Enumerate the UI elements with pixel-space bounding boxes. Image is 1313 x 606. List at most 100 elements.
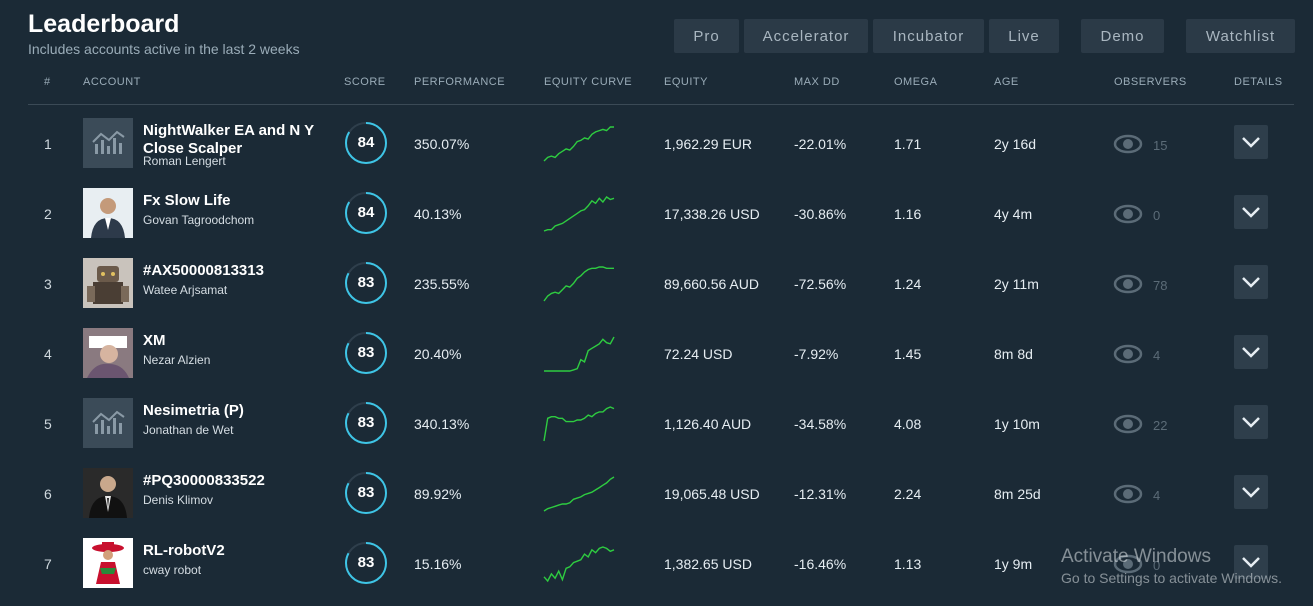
col-max-dd[interactable]: MAX DD: [794, 76, 840, 88]
observer-count: 4: [1153, 488, 1161, 503]
equity-curve-chart: [543, 196, 615, 232]
tab-demo[interactable]: Demo: [1081, 19, 1164, 53]
equity-curve-line: [543, 196, 615, 232]
details-expand-button[interactable]: [1234, 475, 1268, 509]
tab-watchlist[interactable]: Watchlist: [1186, 19, 1295, 53]
account-avatar[interactable]: [83, 188, 133, 238]
score-value: 84: [357, 204, 375, 221]
table-header: # ACCOUNT SCORE PERFORMANCE EQUITY CURVE…: [28, 66, 1294, 105]
col-observers[interactable]: OBSERVERS: [1114, 76, 1187, 88]
watermark-subtitle: Go to Settings to activate Windows.: [1061, 570, 1282, 586]
eye-icon[interactable]: [1113, 204, 1143, 229]
equity-curve-chart: [543, 546, 615, 583]
equity-value: 1,962.29 EUR: [664, 136, 752, 152]
observers[interactable]: 22: [1113, 414, 1173, 434]
observers[interactable]: 0: [1113, 554, 1173, 574]
omega-value: 2.24: [894, 486, 922, 502]
equity-curve-line: [543, 126, 614, 162]
observers[interactable]: 78: [1113, 274, 1173, 294]
account-name[interactable]: Nesimetria (P): [143, 402, 244, 419]
account-owner[interactable]: Denis Klimov: [143, 493, 214, 507]
account-name[interactable]: Fx Slow Life: [143, 192, 231, 209]
age-value: 8m 25d: [994, 486, 1041, 502]
details-expand-button[interactable]: [1234, 265, 1268, 299]
eye-icon[interactable]: [1113, 484, 1143, 509]
table-row[interactable]: 5 Nesimetria (P) Jonathan de Wet 83 340.13% 1…: [28, 389, 1294, 459]
row-rank: 7: [44, 556, 52, 572]
account-name[interactable]: NightWalker EA and N Y Close Scalper: [143, 122, 314, 157]
equity-curve-line: [543, 266, 614, 302]
account-avatar[interactable]: [83, 468, 133, 518]
observers[interactable]: 4: [1113, 484, 1173, 504]
table-row[interactable]: 7 RL-robotV2 cway robot 83 15.16% 1,382.65 US…: [28, 529, 1294, 599]
table-row[interactable]: 4 XM Nezar Alzien 83 20.40% 72.24 USD -7.92% 1.…: [28, 319, 1294, 389]
equity-curve-chart: [544, 336, 615, 372]
eye-icon[interactable]: [1113, 554, 1143, 579]
account-owner[interactable]: Nezar Alzien: [143, 353, 211, 367]
observers[interactable]: 4: [1113, 344, 1173, 364]
chevron-down-icon: [1241, 136, 1261, 148]
details-expand-button[interactable]: [1234, 545, 1268, 579]
equity-value: 1,126.40 AUD: [664, 416, 752, 432]
tab-live[interactable]: Live: [989, 19, 1059, 53]
score-ring-progress: [345, 262, 387, 304]
observer-count: 78: [1153, 278, 1168, 293]
score-badge: 84: [344, 191, 388, 235]
col-omega[interactable]: OMEGA: [894, 76, 938, 88]
account-owner[interactable]: Roman Lengert: [143, 154, 226, 168]
observers[interactable]: 15: [1113, 134, 1173, 154]
col-performance[interactable]: PERFORMANCE: [414, 76, 506, 88]
account-owner[interactable]: Watee Arjsamat: [143, 283, 228, 297]
omega-value: 1.16: [894, 206, 922, 222]
table-row[interactable]: 3 #AX50000813313 Watee Arjsamat 83 235.55% 89…: [28, 249, 1294, 319]
details-expand-button[interactable]: [1234, 125, 1268, 159]
table-row[interactable]: 1 NightWalker EA and N Y Close Scalper Rom…: [28, 109, 1294, 179]
col-age[interactable]: AGE: [994, 76, 1019, 88]
account-avatar[interactable]: [83, 538, 133, 588]
eye-icon[interactable]: [1113, 274, 1143, 299]
omega-value: 1.71: [894, 136, 922, 152]
eye-icon[interactable]: [1113, 414, 1143, 439]
score-ring-progress: [345, 192, 387, 234]
tab-incubator[interactable]: Incubator: [873, 19, 984, 53]
equity-curve-line: [544, 336, 615, 372]
account-owner[interactable]: Jonathan de Wet: [143, 423, 234, 437]
equity-curve-line: [543, 476, 615, 512]
account-name[interactable]: #PQ30000833522: [143, 472, 265, 489]
col-account[interactable]: ACCOUNT: [83, 76, 141, 88]
details-expand-button[interactable]: [1234, 335, 1268, 369]
score-value: 83: [357, 344, 375, 361]
account-name[interactable]: #AX50000813313: [143, 262, 264, 279]
equity-value: 89,660.56 AUD: [664, 276, 759, 292]
eye-icon[interactable]: [1113, 344, 1143, 369]
age-value: 1y 10m: [994, 416, 1040, 432]
account-owner[interactable]: cway robot: [143, 563, 202, 577]
score-value: 83: [357, 414, 375, 431]
equity-curve: [543, 473, 615, 513]
details-expand-button[interactable]: [1234, 405, 1268, 439]
chevron-down-icon: [1241, 206, 1261, 218]
tab-accelerator[interactable]: Accelerator: [744, 19, 868, 53]
tab-pro[interactable]: Pro: [674, 19, 739, 53]
eye-icon[interactable]: [1113, 134, 1143, 159]
table-row[interactable]: 2 Fx Slow Life Govan Tagroodchom 84 40.13% 17…: [28, 179, 1294, 249]
score-badge: 83: [344, 331, 388, 375]
account-avatar[interactable]: [83, 398, 133, 448]
col-score[interactable]: SCORE: [344, 76, 386, 88]
account-avatar[interactable]: [83, 328, 133, 378]
account-name[interactable]: RL-robotV2: [143, 542, 225, 559]
account-owner[interactable]: Govan Tagroodchom: [143, 213, 255, 227]
table-row[interactable]: 6 #PQ30000833522 Denis Klimov 83 89.92% 19,06…: [28, 459, 1294, 529]
col-equity[interactable]: EQUITY: [664, 76, 708, 88]
account-avatar[interactable]: [83, 258, 133, 308]
score-badge: 83: [344, 261, 388, 305]
age-value: 1y 9m: [994, 556, 1033, 572]
observers[interactable]: 0: [1113, 204, 1173, 224]
observer-count: 22: [1153, 418, 1168, 433]
account-name[interactable]: XM: [143, 332, 166, 349]
omega-value: 1.13: [894, 556, 922, 572]
score-badge: 83: [344, 401, 388, 445]
details-expand-button[interactable]: [1234, 195, 1268, 229]
account-avatar[interactable]: [83, 118, 133, 168]
